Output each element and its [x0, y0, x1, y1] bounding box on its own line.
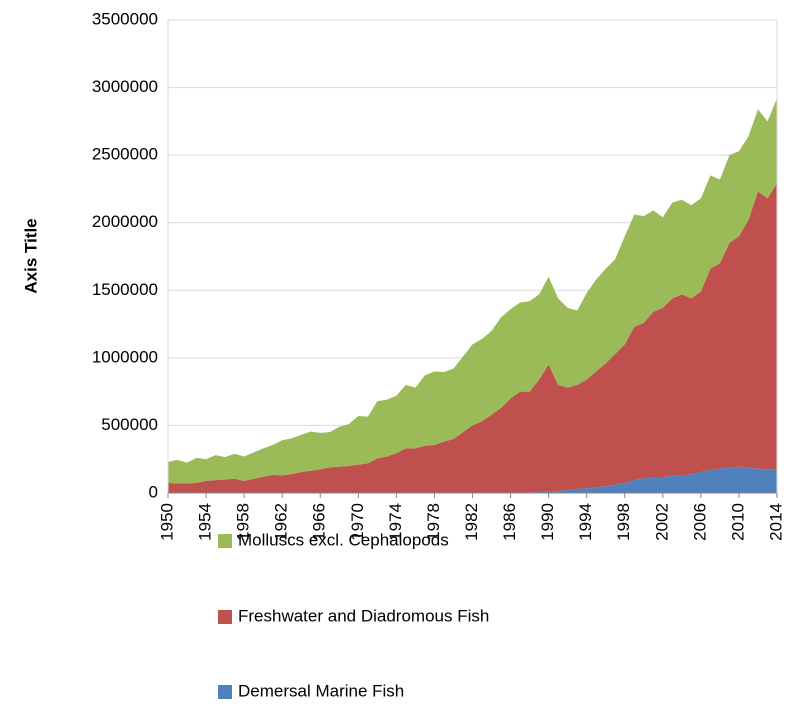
x-tick-label: 1962	[272, 503, 291, 541]
legend-label: Freshwater and Diadromous Fish	[238, 606, 489, 625]
area	[168, 466, 777, 493]
x-tick-label: 1986	[500, 503, 519, 541]
x-tick-label: 1958	[234, 503, 253, 541]
x-tick-label: 2010	[728, 503, 747, 541]
x-tick-label: 1990	[538, 503, 557, 541]
y-tick-label: 3500000	[92, 9, 158, 28]
x-tick-label: 1970	[348, 503, 367, 541]
legend-label: Molluscs excl. Cephalopods	[238, 530, 449, 549]
x-tick-label: 1982	[462, 503, 481, 541]
y-tick-label: 2000000	[92, 212, 158, 231]
y-tick-label: 1500000	[92, 280, 158, 299]
x-tick-label: 2014	[766, 503, 785, 541]
x-tick-label: 2002	[652, 503, 671, 541]
legend-label: Demersal Marine Fish	[238, 681, 404, 700]
x-tick-label: 1954	[196, 503, 215, 541]
legend-swatch	[218, 685, 232, 699]
y-tick-label: 0	[149, 482, 158, 501]
x-tick-label: 1966	[310, 503, 329, 541]
y-tick-label: 1000000	[92, 347, 158, 366]
y-tick-label: 2500000	[92, 145, 158, 164]
area	[168, 98, 777, 484]
y-tick-label: 3000000	[92, 77, 158, 96]
x-tick-label: 1950	[157, 503, 176, 541]
x-tick-label: 2006	[690, 503, 709, 541]
area	[168, 183, 777, 493]
y-tick-label: 500000	[101, 415, 158, 434]
legend-swatch	[218, 610, 232, 624]
x-tick-label: 1998	[614, 503, 633, 541]
x-tick-label: 1978	[424, 503, 443, 541]
x-tick-label: 1974	[386, 503, 405, 541]
x-tick-label: 1994	[576, 503, 595, 541]
y-axis-title: Axis Title	[21, 218, 40, 293]
legend-swatch	[218, 534, 232, 548]
